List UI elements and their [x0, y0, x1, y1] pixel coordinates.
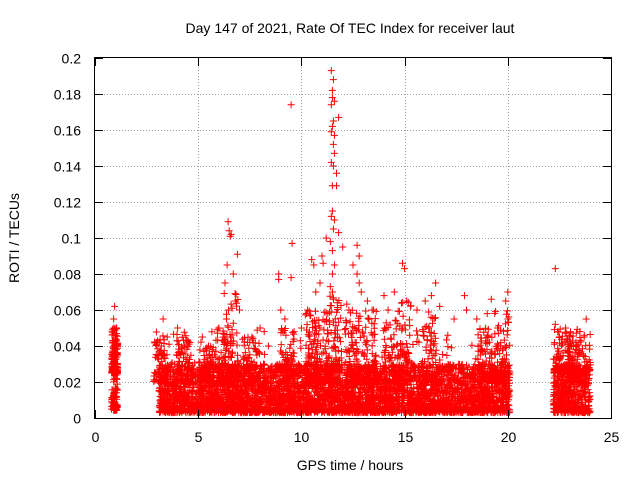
- chart-title: Day 147 of 2021, Rate Of TEC Index for r…: [186, 20, 515, 36]
- data-point: [111, 383, 119, 391]
- data-point: [110, 398, 118, 406]
- data-point: [108, 403, 116, 410]
- data-point: [473, 387, 481, 395]
- data-point: [109, 403, 117, 411]
- grid-lines: [95, 58, 611, 418]
- data-point: [301, 388, 309, 396]
- data-point: [112, 392, 119, 400]
- data-point: [110, 378, 118, 386]
- data-point: [113, 389, 120, 397]
- data-point: [429, 396, 437, 404]
- data-points: [108, 67, 594, 417]
- data-point: [340, 360, 348, 368]
